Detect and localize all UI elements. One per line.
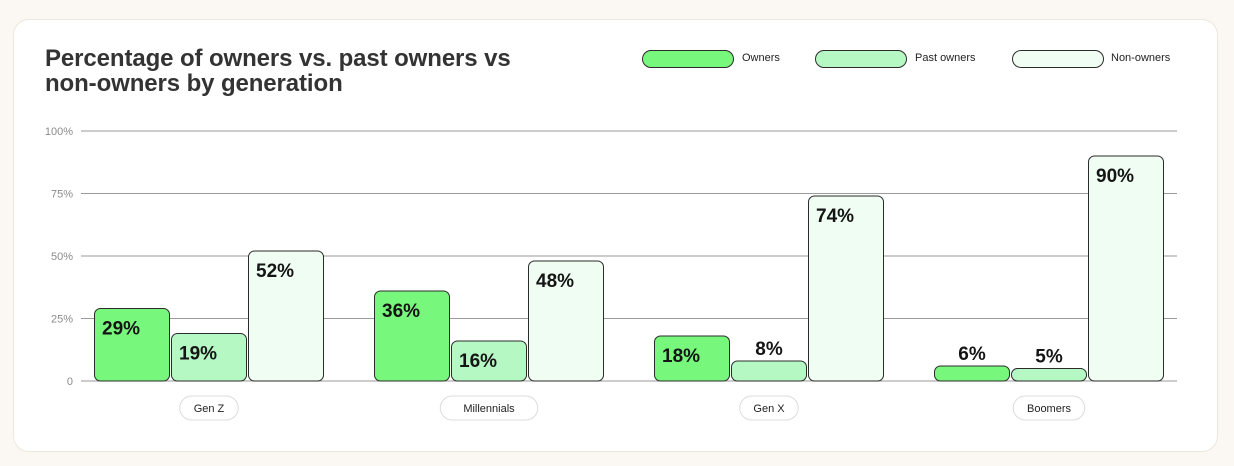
data-label-non-owners-gen-z: 52%	[256, 261, 294, 282]
data-label-past-owners-millennials: 16%	[459, 351, 497, 372]
category-pill-boomers	[1012, 395, 1086, 421]
data-label-owners-millennials: 36%	[382, 301, 420, 322]
legend-swatch-past-owners	[815, 50, 907, 68]
data-label-owners-boomers: 6%	[958, 344, 986, 365]
legend-label-past-owners: Past owners	[915, 52, 976, 64]
data-label-non-owners-gen-x: 74%	[816, 206, 854, 227]
legend-swatch-non-owners	[1012, 50, 1104, 68]
x-tick-label-gen-x: Gen X	[753, 403, 785, 415]
bar-non-owners-gen-x	[808, 195, 884, 382]
bar-non-owners-gen-z	[248, 250, 324, 382]
y-tick-label-0: 0	[67, 376, 73, 388]
x-tick-label-millennials: Millennials	[463, 403, 515, 415]
bar-owners-boomers	[934, 365, 1010, 382]
y-tick-label-50: 50%	[51, 251, 73, 263]
legend-swatch-owners	[642, 50, 734, 68]
data-label-non-owners-millennials: 48%	[536, 271, 574, 292]
y-tick-label-100: 100%	[45, 126, 73, 138]
bar-owners-gen-z	[94, 308, 170, 382]
y-tick-label-25: 25%	[51, 314, 73, 326]
chart-title: Percentage of owners vs. past owners vs …	[45, 46, 511, 96]
x-tick-label-boomers: Boomers	[1027, 403, 1072, 415]
data-label-past-owners-boomers: 5%	[1035, 347, 1063, 368]
bar-owners-millennials	[374, 290, 450, 382]
category-pill-millennials	[439, 395, 539, 421]
chart-title-line-1: Percentage of owners vs. past owners vs	[45, 45, 511, 72]
x-tick-label-gen-z: Gen Z	[194, 403, 225, 415]
data-label-owners-gen-z: 29%	[102, 319, 140, 340]
bar-past-owners-gen-x	[731, 360, 807, 382]
bar-past-owners-boomers	[1011, 368, 1087, 382]
data-label-owners-gen-x: 18%	[662, 346, 700, 367]
category-pill-gen-z	[179, 395, 239, 421]
data-label-non-owners-boomers: 90%	[1096, 166, 1134, 187]
data-label-past-owners-gen-z: 19%	[179, 344, 217, 365]
chart-legend: Owners Past owners Non-owners	[0, 50, 1234, 70]
category-pill-gen-x	[739, 395, 799, 421]
bar-past-owners-gen-z	[171, 333, 247, 382]
bar-non-owners-boomers	[1088, 155, 1164, 382]
bar-non-owners-millennials	[528, 260, 604, 382]
legend-label-owners: Owners	[742, 52, 780, 64]
bar-owners-gen-x	[654, 335, 730, 382]
data-label-past-owners-gen-x: 8%	[755, 339, 783, 360]
legend-label-non-owners: Non-owners	[1111, 52, 1171, 64]
chart-title-line-2: non-owners by generation	[45, 70, 343, 97]
bar-past-owners-millennials	[451, 340, 527, 382]
y-tick-label-75: 75%	[51, 189, 73, 201]
